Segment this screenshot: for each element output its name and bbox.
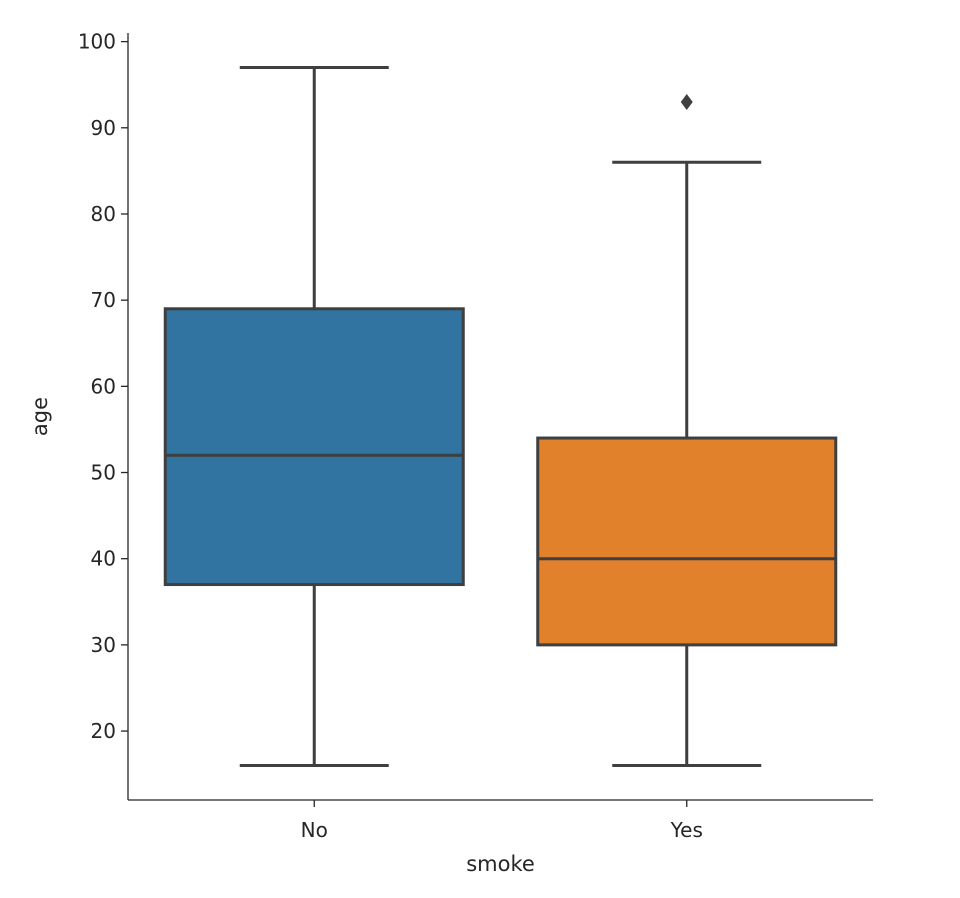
x-ticks: No Yes	[301, 800, 703, 842]
boxes-layer	[163, 65, 838, 768]
y-tick-label: 80	[91, 202, 116, 226]
y-tick-label: 70	[91, 288, 116, 312]
outlier-point	[680, 93, 693, 110]
x-tick-label: Yes	[670, 818, 703, 842]
box-group-yes	[536, 93, 838, 768]
iqr-box	[536, 436, 838, 647]
y-tick-label: 40	[91, 547, 116, 571]
box-group-no	[163, 65, 465, 768]
x-axis-label: smoke	[466, 852, 535, 876]
iqr-box	[163, 307, 465, 587]
y-axis-label: age	[28, 397, 52, 436]
y-ticks: 20 30 40 50 60 70 80 90 100	[78, 30, 128, 743]
y-tick-label: 20	[91, 719, 116, 743]
y-tick-label: 60	[91, 374, 116, 398]
y-tick-label: 50	[91, 461, 116, 485]
y-tick-label: 100	[78, 30, 116, 54]
y-tick-label: 30	[91, 633, 116, 657]
y-tick-label: 90	[91, 116, 116, 140]
axes-layer	[127, 33, 873, 801]
x-tick-label: No	[301, 818, 328, 842]
